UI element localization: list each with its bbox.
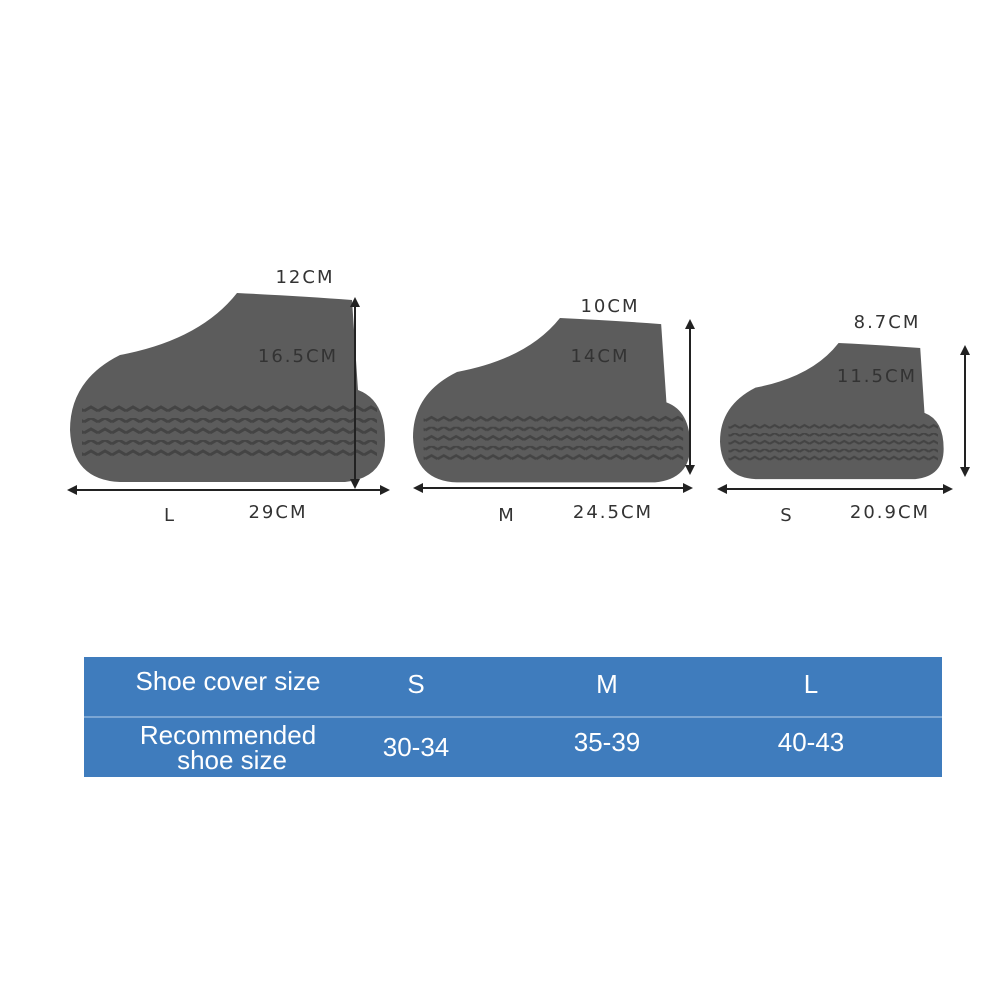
cell: M bbox=[596, 669, 618, 699]
cell: 35-39 bbox=[574, 727, 641, 757]
size-label: L bbox=[164, 505, 176, 526]
length-label: 29CM bbox=[248, 502, 307, 523]
opening-label: 10CM bbox=[580, 296, 639, 317]
cell: 30-34 bbox=[383, 732, 450, 762]
opening-label: 12CM bbox=[275, 267, 334, 288]
height-label: 14CM bbox=[570, 346, 629, 367]
shoe-m bbox=[413, 318, 690, 482]
height-label: 11.5CM bbox=[837, 366, 917, 387]
cell: S bbox=[407, 669, 424, 699]
opening-label: 8.7CM bbox=[854, 312, 921, 333]
size-label: S bbox=[780, 505, 793, 526]
shoe-l bbox=[70, 293, 385, 482]
shoe-s bbox=[720, 343, 944, 479]
row-label: Shoe cover size bbox=[136, 666, 321, 696]
size-label: M bbox=[498, 505, 516, 526]
height-label: 16.5CM bbox=[258, 346, 338, 367]
row-label: shoe size bbox=[177, 745, 287, 775]
row-label: Recommended bbox=[140, 720, 316, 750]
cell: 40-43 bbox=[778, 727, 845, 757]
length-label: 20.9CM bbox=[850, 502, 930, 523]
length-label: 24.5CM bbox=[573, 502, 653, 523]
cell: L bbox=[804, 669, 818, 699]
